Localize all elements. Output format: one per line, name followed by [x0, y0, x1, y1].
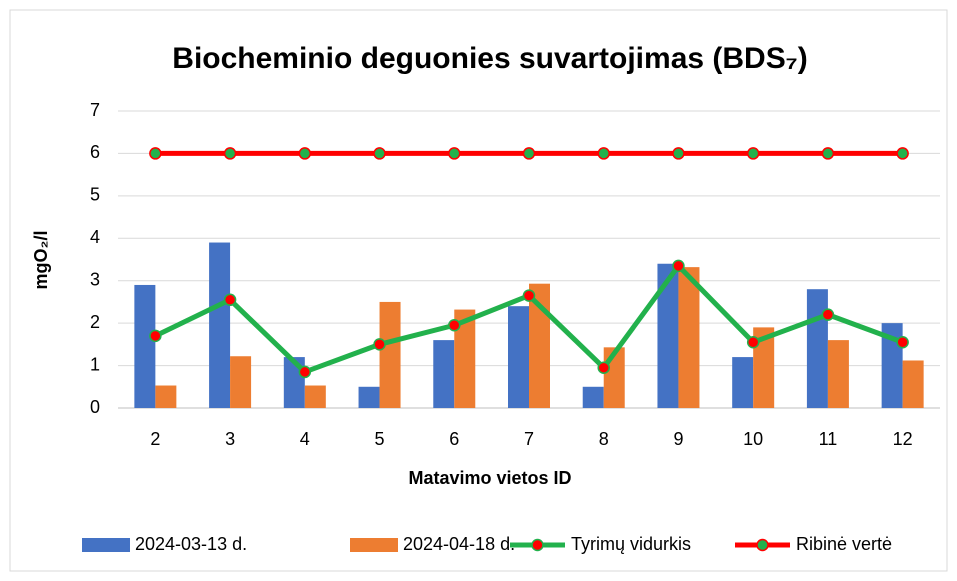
bar [529, 283, 550, 408]
bar [358, 386, 380, 408]
line-marker [298, 147, 312, 160]
line-marker [298, 365, 312, 379]
bar [657, 263, 679, 408]
legend-marker [756, 538, 769, 552]
y-tick-label: 7 [90, 100, 100, 120]
bar [379, 301, 401, 408]
x-tick-label: 2 [150, 429, 160, 449]
legend-label: 2024-04-18 d. [403, 534, 515, 554]
bar [902, 360, 924, 408]
line-marker [149, 329, 162, 343]
y-tick-label: 6 [90, 142, 100, 162]
y-tick-label: 1 [90, 354, 100, 374]
bar [155, 385, 177, 408]
legend-swatch [350, 538, 398, 552]
legend-label: Tyrimų vidurkis [571, 534, 691, 554]
bar [827, 340, 849, 408]
bar [582, 386, 604, 408]
y-tick-label: 4 [90, 227, 100, 247]
line-marker [746, 147, 760, 160]
bar [230, 356, 252, 408]
bar [732, 357, 754, 408]
line-marker [522, 289, 536, 302]
y-tick-label: 2 [90, 312, 100, 332]
line-marker [223, 147, 237, 160]
line-marker [821, 147, 835, 160]
line-marker [821, 308, 835, 321]
legend-swatch [82, 538, 130, 552]
x-tick-label: 12 [893, 429, 913, 449]
line-marker [896, 335, 909, 349]
bar [209, 242, 231, 408]
y-tick-label: 3 [90, 269, 100, 289]
x-tick-label: 5 [375, 429, 385, 449]
legend-label: 2024-03-13 d. [135, 534, 247, 554]
line-marker [522, 147, 536, 160]
x-tick-label: 4 [300, 429, 310, 449]
line-marker [896, 147, 909, 160]
line-marker [597, 147, 610, 160]
bar [304, 385, 326, 408]
chart-border [9, 9, 948, 572]
y-tick-label: 0 [90, 397, 100, 417]
x-tick-label: 3 [225, 429, 235, 449]
x-tick-label: 9 [673, 429, 683, 449]
bar [806, 289, 828, 408]
legend-label: Ribinė vertė [796, 534, 892, 554]
x-tick-label: 8 [599, 429, 609, 449]
y-axis-title: mgO₂/l [31, 230, 51, 289]
bar [753, 327, 775, 408]
chart-title: Biocheminio deguonies suvartojimas (BDS₇… [172, 42, 807, 75]
x-tick-label: 6 [449, 429, 459, 449]
legend-marker [531, 538, 544, 552]
line-marker [448, 147, 461, 160]
line-marker [746, 335, 760, 349]
line-marker [373, 338, 386, 351]
line-marker [672, 147, 685, 160]
x-tick-label: 7 [524, 429, 534, 449]
bar [433, 340, 455, 408]
bar [134, 284, 156, 408]
bar [508, 306, 529, 408]
line-marker [597, 361, 610, 374]
line-marker [373, 147, 386, 160]
x-tick-label: 10 [743, 429, 763, 449]
bar [454, 309, 476, 408]
y-tick-label: 5 [90, 185, 100, 205]
line-marker [448, 319, 461, 332]
line-marker [149, 147, 162, 160]
line-marker [223, 293, 237, 307]
x-tick-label: 11 [819, 429, 838, 449]
bar [678, 267, 700, 408]
x-axis-title: Matavimo vietos ID [408, 468, 571, 488]
line-marker [672, 259, 685, 273]
